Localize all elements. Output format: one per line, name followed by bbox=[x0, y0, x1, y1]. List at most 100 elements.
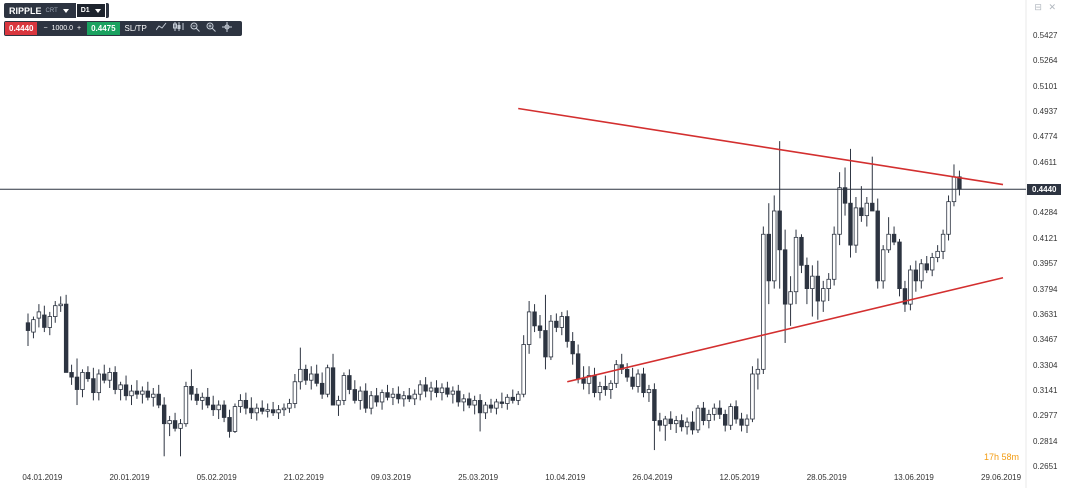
bear-candle-body bbox=[575, 353, 581, 380]
bear-candle-body bbox=[777, 210, 782, 251]
bear-candle-body bbox=[510, 396, 515, 401]
candle bbox=[521, 335, 526, 398]
candle bbox=[842, 167, 848, 216]
resistance-trendline[interactable] bbox=[518, 107, 1004, 186]
bull-candle-body bbox=[281, 407, 287, 411]
candle bbox=[270, 401, 276, 416]
symbol-selector[interactable]: RIPPLE CRT bbox=[4, 3, 74, 18]
buy-button[interactable]: 0.4475 bbox=[87, 22, 120, 35]
candle bbox=[151, 387, 156, 407]
candle bbox=[641, 367, 646, 398]
candle bbox=[347, 369, 352, 395]
candle bbox=[254, 403, 259, 421]
bear-candle-body bbox=[396, 393, 401, 400]
bull-candle-body bbox=[761, 233, 766, 370]
candle bbox=[712, 403, 717, 421]
bear-candle-body bbox=[630, 376, 635, 387]
candle bbox=[417, 380, 423, 401]
bull-candle-body bbox=[336, 399, 341, 406]
bull-candle-body bbox=[516, 393, 521, 401]
pin-icon[interactable]: ⊟ bbox=[1034, 2, 1042, 12]
bull-candle-body bbox=[472, 399, 477, 406]
decrease-quantity-button[interactable]: − bbox=[43, 25, 48, 32]
candle bbox=[472, 395, 477, 415]
candle bbox=[940, 229, 946, 260]
candle bbox=[859, 186, 864, 222]
price-tick-label: 0.3141 bbox=[1033, 385, 1058, 395]
bull-candle-body bbox=[750, 373, 755, 420]
candle bbox=[505, 394, 510, 410]
candle bbox=[592, 367, 597, 398]
date-tick-label: 25.03.2019 bbox=[458, 473, 499, 482]
bear-candle-body bbox=[172, 420, 178, 429]
candle bbox=[428, 381, 434, 401]
bear-candle-body bbox=[870, 202, 875, 212]
bull-candle-body bbox=[483, 404, 488, 414]
window-controls: ⊟ ✕ bbox=[1030, 2, 1056, 13]
candle bbox=[292, 373, 298, 409]
bear-candle-body bbox=[221, 404, 227, 418]
bull-candle-body bbox=[886, 233, 891, 251]
quantity-value[interactable]: 1000.0 bbox=[51, 25, 73, 32]
bear-candle-body bbox=[477, 399, 483, 414]
bear-candle-body bbox=[624, 368, 630, 378]
quantity-stepper[interactable]: − 1000.0 + bbox=[41, 25, 83, 32]
zoom-in-icon[interactable] bbox=[206, 22, 216, 36]
bear-candle-body bbox=[913, 269, 919, 282]
candles-icon[interactable] bbox=[172, 22, 184, 35]
bear-candle-body bbox=[641, 373, 646, 394]
increase-quantity-button[interactable]: + bbox=[76, 25, 82, 32]
candle bbox=[826, 273, 831, 302]
candle bbox=[695, 405, 701, 433]
bull-candle-body bbox=[58, 303, 63, 307]
close-icon[interactable]: ✕ bbox=[1048, 2, 1056, 12]
bear-candle-body bbox=[352, 389, 358, 401]
candle bbox=[445, 381, 450, 398]
candle bbox=[624, 363, 630, 382]
bear-candle-body bbox=[445, 387, 450, 395]
candle bbox=[385, 384, 390, 401]
bull-candle-body bbox=[461, 398, 466, 403]
bear-candle-body bbox=[603, 386, 608, 390]
candle bbox=[684, 417, 690, 435]
candle bbox=[260, 400, 265, 415]
timeframe-selector[interactable]: D1 bbox=[75, 3, 106, 18]
candle bbox=[619, 353, 624, 374]
candle bbox=[140, 386, 145, 404]
bear-candle-body bbox=[570, 340, 575, 355]
bear-candle-body bbox=[782, 249, 788, 305]
candle bbox=[880, 245, 886, 289]
crosshair-icon[interactable] bbox=[221, 21, 232, 36]
candle bbox=[848, 148, 853, 258]
candle bbox=[145, 381, 151, 401]
candle bbox=[42, 305, 47, 333]
bear-candle-body bbox=[842, 187, 848, 204]
line-chart-icon[interactable] bbox=[155, 22, 167, 35]
candle bbox=[31, 316, 36, 339]
current-price-label: 0.4440 bbox=[1027, 184, 1062, 195]
bear-candle-body bbox=[554, 320, 559, 328]
candle bbox=[886, 217, 891, 253]
bear-candle-body bbox=[363, 390, 368, 409]
candle bbox=[467, 392, 472, 409]
bull-candle-body bbox=[36, 311, 42, 319]
bear-candle-body bbox=[330, 367, 336, 406]
support-trendline[interactable] bbox=[567, 276, 1004, 383]
bull-candle-body bbox=[772, 210, 777, 282]
bull-candle-body bbox=[712, 407, 717, 415]
candle bbox=[957, 170, 962, 196]
sltp-button[interactable]: SL/TP bbox=[124, 24, 147, 33]
candle bbox=[249, 397, 254, 420]
candle bbox=[178, 419, 183, 457]
sell-button[interactable]: 0.4440 bbox=[5, 22, 38, 35]
zoom-out-icon[interactable] bbox=[190, 22, 200, 36]
bear-candle-body bbox=[799, 236, 804, 266]
price-tick-label: 0.5101 bbox=[1033, 81, 1058, 91]
bear-candle-body bbox=[423, 384, 428, 392]
price-tick-label: 0.3467 bbox=[1033, 335, 1058, 345]
candle bbox=[630, 367, 635, 390]
bull-candle-body bbox=[178, 423, 183, 429]
bear-candle-body bbox=[189, 386, 194, 395]
bear-candle-body bbox=[897, 241, 902, 290]
